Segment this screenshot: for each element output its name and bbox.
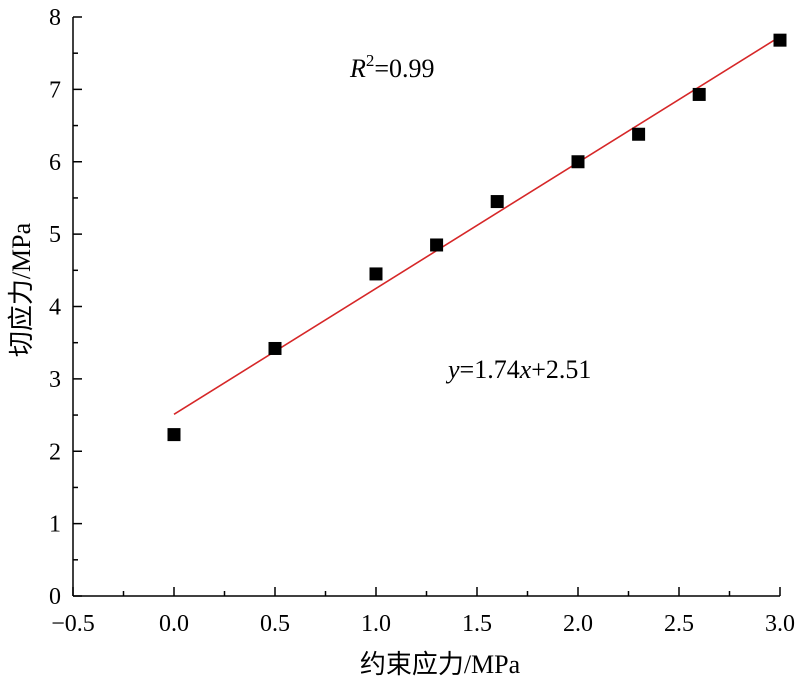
y-axis-title: 切应力/MPa [7, 222, 36, 357]
data-point [692, 87, 706, 101]
data-point [490, 195, 504, 209]
x-tick-label: 2.0 [563, 611, 593, 637]
x-tick-label: −0.5 [51, 611, 95, 637]
data-point [571, 155, 585, 169]
data-point [773, 33, 787, 47]
data-point [369, 267, 383, 281]
x-axis-title: 约束应力/MPa [360, 650, 521, 679]
data-point [430, 238, 444, 252]
y-tick-label: 8 [49, 5, 61, 31]
y-tick-label: 1 [49, 512, 61, 538]
data-point [268, 341, 282, 355]
r-squared-annotation: R2=0.99 [349, 51, 435, 83]
y-tick-label: 6 [49, 150, 61, 176]
data-point [167, 428, 181, 442]
data-point [632, 127, 646, 141]
fit-equation-annotation: y=1.74x+2.51 [445, 355, 591, 384]
x-tick-label: 2.5 [664, 611, 694, 637]
y-tick-label: 7 [49, 77, 61, 103]
y-tick-label: 4 [49, 295, 61, 321]
y-tick-label: 2 [49, 439, 61, 465]
y-tick-label: 5 [49, 222, 61, 248]
x-tick-label: 3.0 [765, 611, 795, 637]
x-tick-label: 1.0 [361, 611, 391, 637]
y-tick-label: 0 [49, 584, 61, 610]
x-tick-label: 0.5 [260, 611, 290, 637]
x-tick-label: 0.0 [159, 611, 189, 637]
x-tick-label: 1.5 [462, 611, 492, 637]
y-tick-label: 3 [49, 367, 61, 393]
